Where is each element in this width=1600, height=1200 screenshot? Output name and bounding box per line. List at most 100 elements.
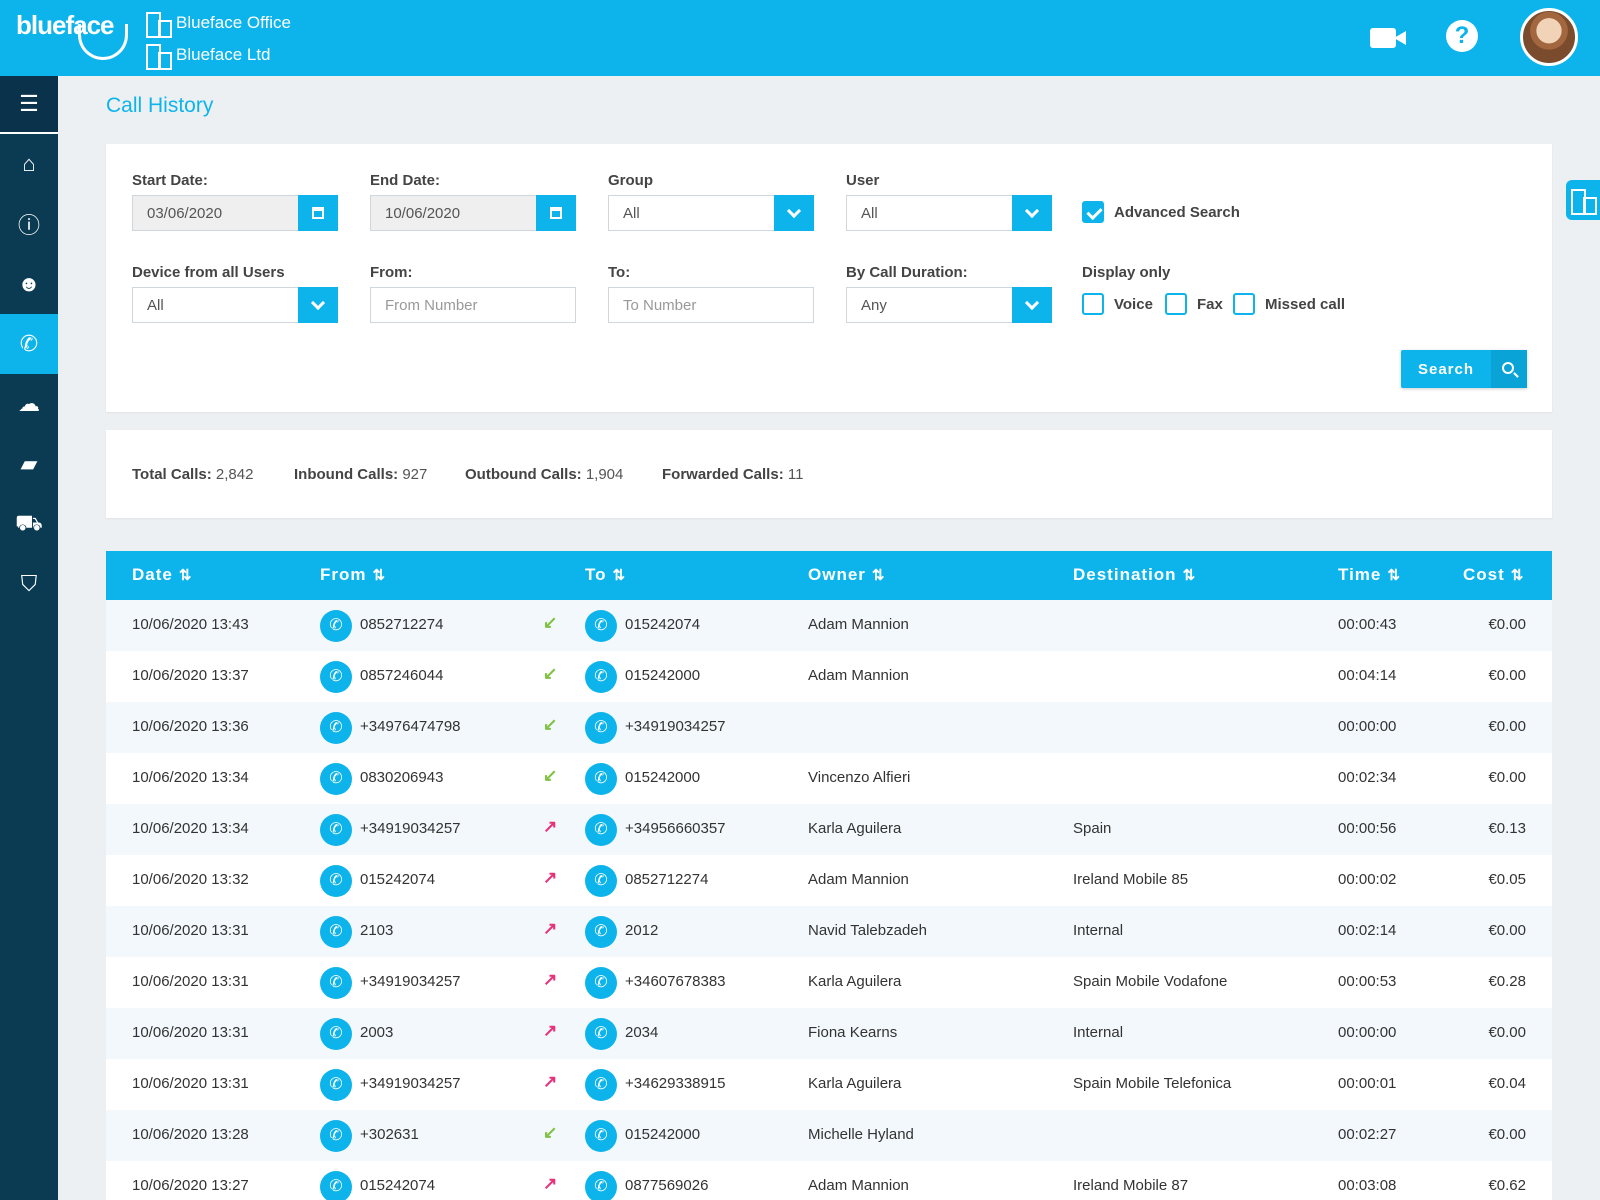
- group-select[interactable]: All: [608, 195, 814, 231]
- table-row[interactable]: 10/06/2020 13:28 ✆ +302631 ↙ ✆ 015242000 Miche…: [106, 1110, 1552, 1161]
- fax-label: Fax: [1197, 296, 1223, 313]
- menu-icon[interactable]: ☰: [0, 76, 58, 134]
- info-icon[interactable]: ⓘ: [17, 213, 40, 238]
- chevron-down-icon[interactable]: [298, 287, 338, 323]
- destination-cell: Spain Mobile Telefonica: [1073, 1075, 1232, 1092]
- inbound-arrow-icon: ↙: [543, 766, 558, 785]
- phone-icon[interactable]: ✆: [320, 763, 352, 795]
- home-icon[interactable]: ⌂: [22, 151, 36, 176]
- search-button[interactable]: Search: [1401, 350, 1527, 388]
- calendar-icon[interactable]: [536, 195, 576, 231]
- to-label: To:: [608, 264, 631, 281]
- chevron-down-icon[interactable]: [774, 195, 814, 231]
- cost-cell: €0.00: [1488, 616, 1526, 633]
- calendar-icon[interactable]: [298, 195, 338, 231]
- table-row[interactable]: 10/06/2020 13:31 ✆ +34919034257 ↗ ✆ +34629338…: [106, 1059, 1552, 1110]
- device-select[interactable]: All: [132, 287, 338, 323]
- phone-icon[interactable]: ✆: [0, 314, 58, 374]
- phone-icon[interactable]: ✆: [585, 1120, 617, 1152]
- advanced-search-checkbox[interactable]: [1082, 201, 1104, 223]
- sort-icon: ⇅: [178, 567, 193, 584]
- cost-cell: €0.00: [1488, 667, 1526, 684]
- display-only-label: Display only: [1082, 264, 1171, 281]
- phone-icon[interactable]: ✆: [585, 1171, 617, 1200]
- user-select[interactable]: All: [846, 195, 1052, 231]
- column-from[interactable]: From ⇅: [320, 565, 386, 585]
- video-icon[interactable]: [1370, 28, 1406, 48]
- end-date-input[interactable]: 10/06/2020: [370, 195, 576, 231]
- date-cell: 10/06/2020 13:34: [132, 820, 249, 837]
- help-icon[interactable]: ?: [1446, 20, 1478, 52]
- phone-icon[interactable]: ✆: [320, 814, 352, 846]
- table-row[interactable]: 10/06/2020 13:27 ✆ 015242074 ↗ ✆ 0877569026 Ad…: [106, 1161, 1552, 1200]
- phone-icon[interactable]: ✆: [320, 865, 352, 897]
- blueface-logo[interactable]: blueface: [16, 10, 128, 60]
- cost-cell: €0.00: [1488, 1126, 1526, 1143]
- voice-checkbox[interactable]: [1082, 293, 1104, 315]
- table-row[interactable]: 10/06/2020 13:34 ✆ +34919034257 ↗ ✆ +34956660…: [106, 804, 1552, 855]
- duration-select[interactable]: Any: [846, 287, 1052, 323]
- users-icon[interactable]: ☻: [17, 271, 41, 296]
- phone-icon[interactable]: ✆: [320, 1018, 352, 1050]
- phone-icon[interactable]: ✆: [585, 814, 617, 846]
- column-cost[interactable]: Cost ⇅: [1463, 565, 1524, 585]
- chevron-down-icon[interactable]: [1012, 195, 1052, 231]
- date-cell: 10/06/2020 13:28: [132, 1126, 249, 1143]
- inbound-arrow-icon: ↙: [543, 715, 558, 734]
- org-company[interactable]: Blueface Ltd: [146, 44, 271, 70]
- from-number-input[interactable]: From Number: [370, 287, 576, 323]
- column-owner[interactable]: Owner ⇅: [808, 565, 885, 585]
- organization-tab-icon[interactable]: [1566, 180, 1600, 220]
- phone-icon[interactable]: ✆: [585, 763, 617, 795]
- cart-icon[interactable]: ⛟: [15, 509, 43, 535]
- column-destination[interactable]: Destination ⇅: [1073, 565, 1196, 585]
- to-number-input[interactable]: To Number: [608, 287, 814, 323]
- phone-icon[interactable]: ✆: [320, 610, 352, 642]
- table-row[interactable]: 10/06/2020 13:31 ✆ +34919034257 ↗ ✆ +34607678…: [106, 957, 1552, 1008]
- column-date[interactable]: Date ⇅: [132, 565, 192, 585]
- table-row[interactable]: 10/06/2020 13:36 ✆ +34976474798 ↙ ✆ +34919034…: [106, 702, 1552, 753]
- date-cell: 10/06/2020 13:43: [132, 616, 249, 633]
- owner-cell: Adam Mannion: [808, 1177, 909, 1194]
- table-row[interactable]: 10/06/2020 13:43 ✆ 0852712274 ↙ ✆ 015242074 Ad…: [106, 600, 1552, 651]
- phone-icon[interactable]: ✆: [585, 865, 617, 897]
- missed-call-label: Missed call: [1265, 296, 1346, 313]
- phone-icon[interactable]: ✆: [585, 1018, 617, 1050]
- fax-checkbox[interactable]: [1165, 293, 1187, 315]
- phone-icon[interactable]: ✆: [320, 661, 352, 693]
- phone-icon[interactable]: ✆: [585, 916, 617, 948]
- phone-icon[interactable]: ✆: [320, 1069, 352, 1101]
- user-value: All: [861, 204, 878, 222]
- to-cell: 015242074: [625, 616, 701, 633]
- phone-icon[interactable]: ✆: [585, 610, 617, 642]
- date-cell: 10/06/2020 13:34: [132, 769, 249, 786]
- phone-icon[interactable]: ✆: [585, 661, 617, 693]
- phone-icon[interactable]: ✆: [585, 1069, 617, 1101]
- avatar[interactable]: [1520, 8, 1578, 66]
- phone-icon[interactable]: ✆: [320, 1171, 352, 1200]
- phone-icon[interactable]: ✆: [320, 916, 352, 948]
- phone-icon[interactable]: ✆: [320, 1120, 352, 1152]
- filters-panel: Start Date: 03/06/2020 End Date: 10/06/2…: [106, 144, 1552, 412]
- to-number-placeholder: To Number: [623, 296, 697, 314]
- phone-icon[interactable]: ✆: [320, 967, 352, 999]
- to-cell: +34956660357: [625, 820, 726, 837]
- phone-icon[interactable]: ✆: [320, 712, 352, 744]
- phone-icon[interactable]: ✆: [585, 712, 617, 744]
- table-row[interactable]: 10/06/2020 13:34 ✆ 0830206943 ↙ ✆ 015242000 Vi…: [106, 753, 1552, 804]
- org-office-label: Blueface Office: [176, 13, 291, 32]
- column-to[interactable]: To ⇅: [585, 565, 626, 585]
- phone-icon[interactable]: ✆: [585, 967, 617, 999]
- table-row[interactable]: 10/06/2020 13:37 ✆ 0857246044 ↙ ✆ 015242000 Ad…: [106, 651, 1552, 702]
- table-row[interactable]: 10/06/2020 13:31 ✆ 2103 ↗ ✆ 2012 Navid Talebza…: [106, 906, 1552, 957]
- table-row[interactable]: 10/06/2020 13:31 ✆ 2003 ↗ ✆ 2034 Fiona Kearns I…: [106, 1008, 1552, 1059]
- missed-call-checkbox[interactable]: [1233, 293, 1255, 315]
- cloud-icon[interactable]: ☁: [18, 391, 40, 416]
- table-row[interactable]: 10/06/2020 13:32 ✆ 015242074 ↗ ✆ 0852712274 Ad…: [106, 855, 1552, 906]
- column-time[interactable]: Time ⇅: [1338, 565, 1401, 585]
- org-office[interactable]: Blueface Office: [146, 12, 291, 38]
- start-date-input[interactable]: 03/06/2020: [132, 195, 338, 231]
- shield-icon[interactable]: ⛉: [20, 571, 38, 596]
- chevron-down-icon[interactable]: [1012, 287, 1052, 323]
- folder-icon[interactable]: ▰: [20, 451, 38, 476]
